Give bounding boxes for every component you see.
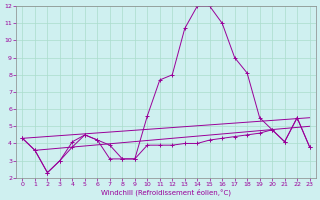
X-axis label: Windchill (Refroidissement éolien,°C): Windchill (Refroidissement éolien,°C) (101, 188, 231, 196)
